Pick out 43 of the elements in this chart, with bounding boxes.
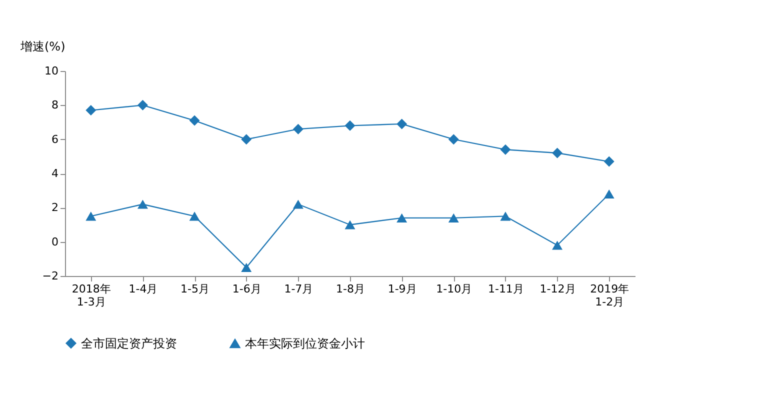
point [86, 105, 96, 116]
x-tick-label: 1-6月 [232, 282, 262, 296]
point [500, 144, 511, 155]
y-tick-label: 2 [52, 201, 58, 214]
x-tick-label: 1-9月 [388, 282, 417, 296]
x-tick-label: 1-10月 [436, 282, 472, 296]
x-tick-label: 1-12月 [540, 282, 576, 296]
x-tick-label: 1-11月 [488, 282, 524, 296]
point [500, 212, 511, 221]
point [189, 212, 200, 221]
y-axis-title: 增速(%) [20, 40, 66, 54]
legend-label: 全市固定资产投资 [81, 336, 177, 350]
point [292, 124, 304, 134]
point [396, 118, 408, 130]
point [604, 156, 614, 167]
x-tick-label: 1-8月 [336, 282, 365, 296]
point [448, 134, 459, 145]
legend-label: 本年实际到位资金小计 [245, 336, 365, 351]
x-tick-label: 1-7月 [284, 282, 314, 296]
y-tick-label: 4 [52, 167, 58, 180]
y-tick-label: 0 [52, 235, 58, 248]
point [448, 213, 459, 222]
y-tick-label: −2 [42, 270, 58, 282]
point [189, 115, 200, 126]
x-tick-label: 1-4月 [128, 282, 158, 296]
point [137, 200, 148, 209]
point [292, 200, 304, 209]
point [86, 212, 96, 221]
point [344, 220, 356, 230]
point [396, 213, 408, 222]
point [552, 240, 563, 250]
point [344, 120, 356, 131]
point [604, 189, 614, 199]
point [137, 100, 148, 110]
y-tick-label: 8 [52, 98, 58, 112]
x-tick-label: 2019年 1-2月 [590, 282, 630, 308]
x-tick-label: 2018年 1-3月 [72, 282, 111, 308]
point [241, 262, 252, 272]
y-tick-label: 10 [44, 64, 58, 78]
point [552, 148, 563, 158]
x-tick-label: 1-5月 [180, 282, 210, 296]
y-tick-label: 6 [52, 132, 58, 146]
point [241, 134, 252, 145]
